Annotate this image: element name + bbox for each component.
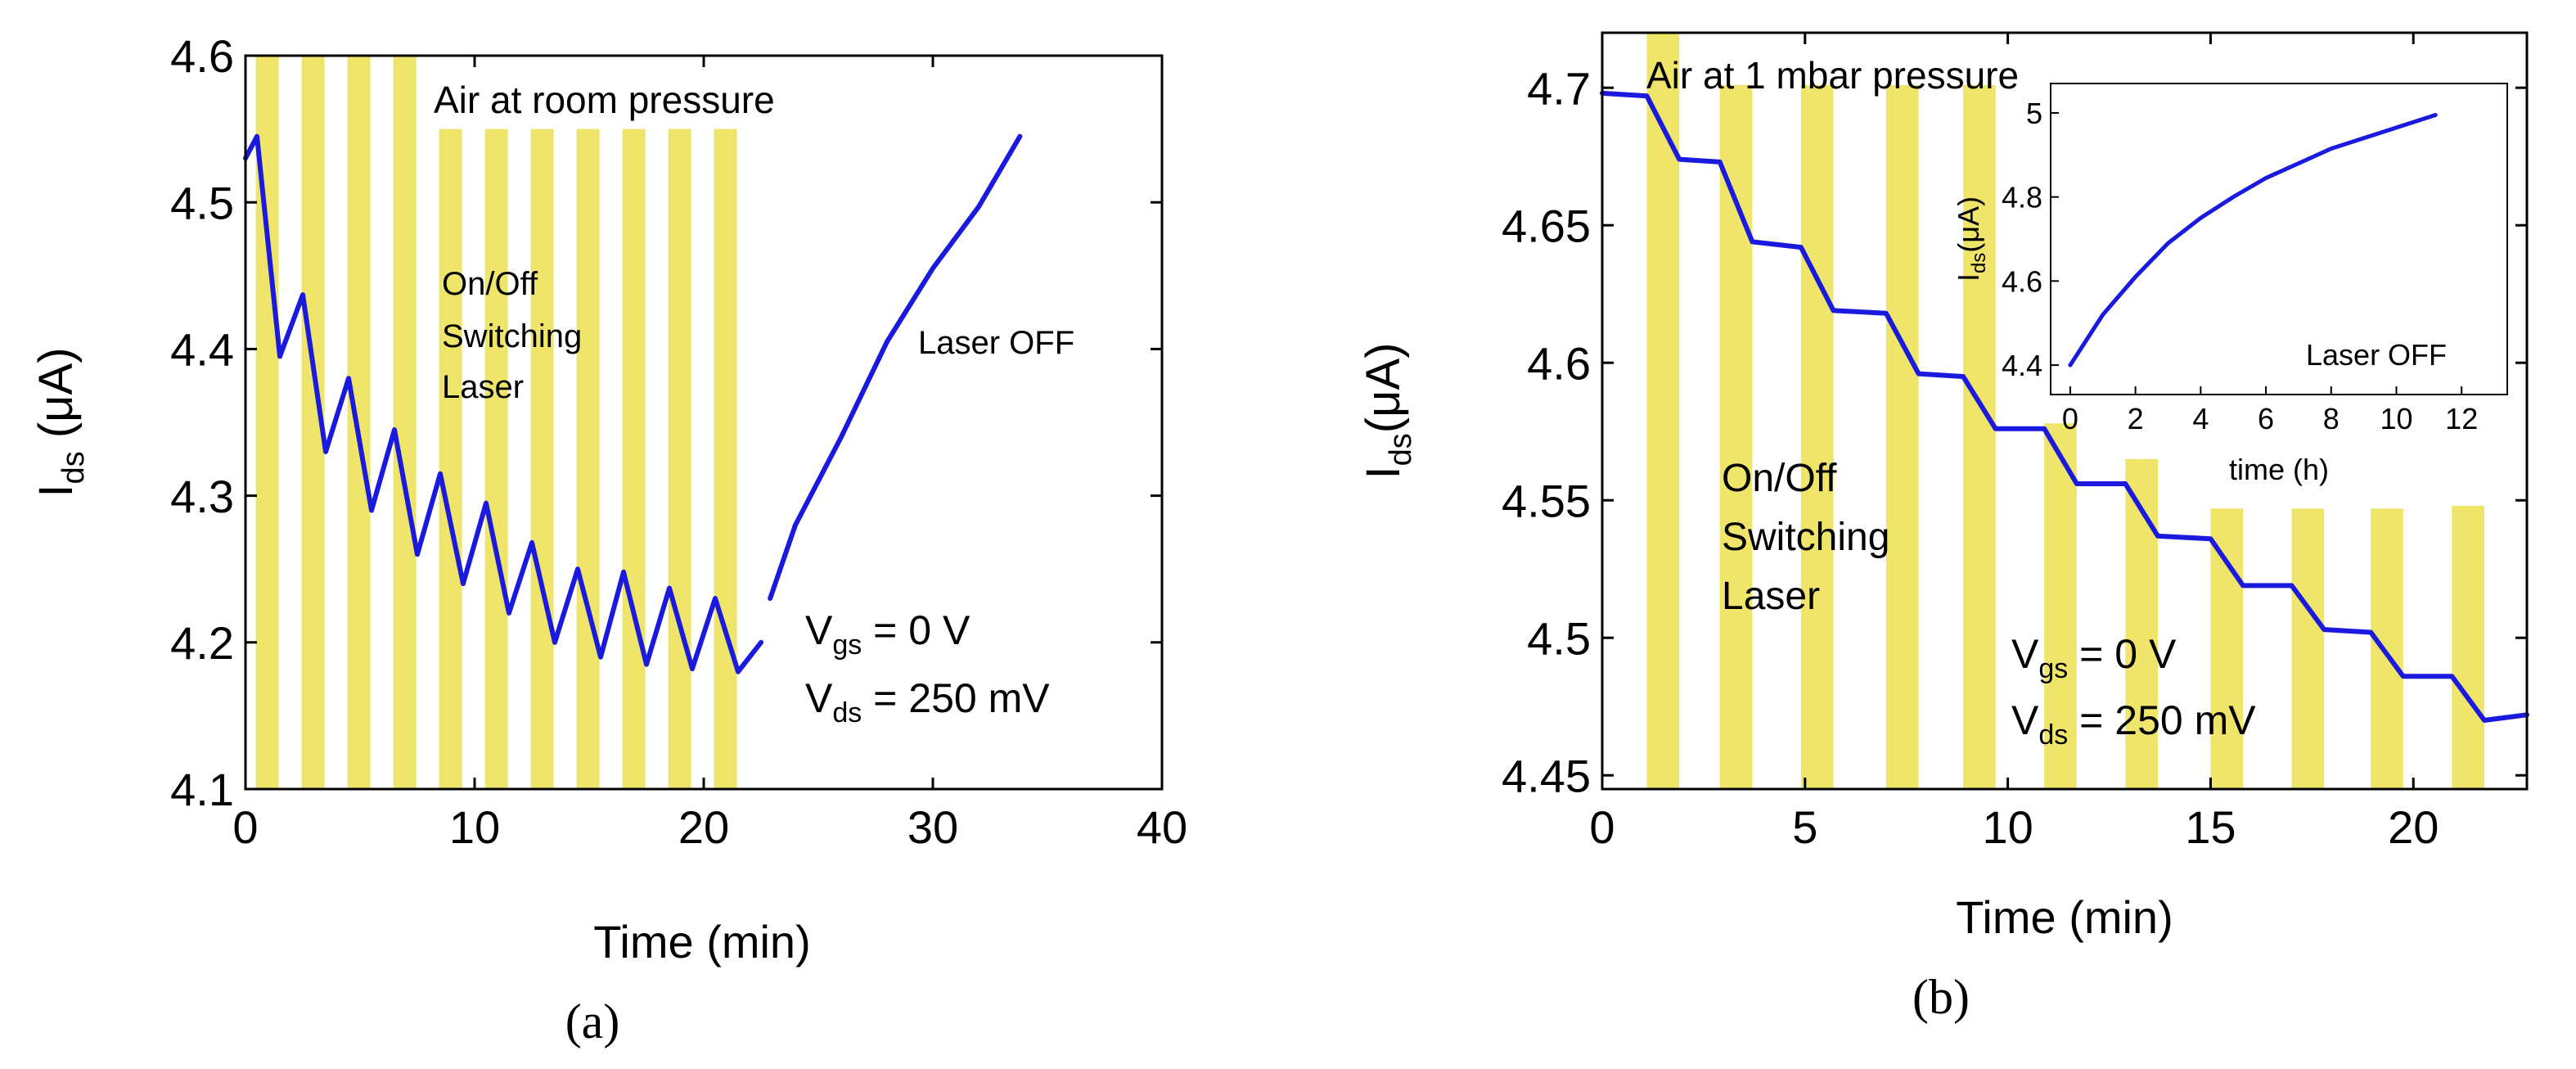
panel-a-switch-label-1: On/Off — [442, 266, 538, 302]
panel-b-switch-label-2: Switching — [1722, 516, 1889, 559]
y-tick-label: 4.5 — [1527, 612, 1591, 664]
y-tick-label: 4.55 — [1502, 475, 1591, 526]
panel-a-title-text: Air at room pressure — [434, 79, 775, 121]
x-tick-label: 30 — [907, 801, 958, 853]
laser-on-band — [2044, 423, 2077, 789]
panel-a-switch-label-3: Laser — [442, 369, 524, 405]
laser-on-band — [393, 56, 417, 789]
inset-curve — [2068, 113, 2438, 368]
panel-b-inset-chart: 0 2 4 6 8 10 12 4.44.64.85 Laser OFF time (h) … — [1952, 83, 2508, 486]
panel-b-plot-frame — [1601, 31, 2529, 791]
panel-a-x-axis-ticks: 0 10 20 30 40 — [232, 56, 1187, 853]
panel-b-switch-label-3: Laser — [1722, 575, 1820, 618]
ids-series-line — [243, 133, 763, 674]
x-tick-label: 40 — [1137, 801, 1187, 853]
inset-x-tick-label: 10 — [2380, 402, 2412, 435]
panel-b-vds-label: Vds = 250 mV — [2011, 697, 2256, 751]
x-tick-label: 10 — [449, 801, 500, 853]
inset-y-tick-label: 4.4 — [2002, 349, 2042, 382]
laser-on-band — [484, 129, 508, 790]
panel-a-y-axis-label: Ids (μA) — [29, 347, 91, 497]
x-tick-label: 10 — [1982, 801, 2033, 853]
laser-on-band — [439, 129, 462, 790]
laser-on-band — [1963, 84, 1996, 790]
laser-on-band — [2452, 505, 2484, 789]
panel-a-y-axis-ticks: 4.1 4.2 4.3 4.4 4.5 4.6 — [170, 30, 1162, 815]
x-tick-label: 20 — [2388, 801, 2439, 853]
laser-on-band — [1800, 84, 1834, 790]
panel-b-laser-bands — [1646, 33, 2484, 790]
ids-series-line — [768, 133, 1023, 601]
panel-a-x-axis-label: Time (min) — [593, 916, 810, 968]
x-tick-label: 15 — [2185, 801, 2236, 853]
inset-x-tick-label: 8 — [2323, 402, 2340, 435]
laser-on-band — [668, 129, 691, 790]
inset-background — [2051, 83, 2507, 395]
x-tick-label: 0 — [232, 801, 258, 853]
panel-b-y-axis-label: Ids(μA) — [1357, 343, 1418, 480]
panel-b-title-text: Air at 1 mbar pressure — [1646, 54, 2019, 97]
inset-y-tick-label: 5 — [2026, 97, 2042, 130]
laser-on-band — [530, 129, 554, 790]
panel-a-caption: (a) — [565, 995, 620, 1049]
y-tick-label: 4.65 — [1502, 200, 1591, 251]
panel-a-switch-label-2: Switching — [442, 318, 582, 354]
laser-on-band — [2210, 508, 2244, 789]
panel-a-laser-bands — [255, 56, 737, 790]
inset-x-tick-label: 12 — [2445, 402, 2478, 435]
laser-on-band — [576, 129, 600, 790]
y-tick-label: 4.1 — [170, 764, 234, 815]
inset-x-tick-label: 2 — [2128, 402, 2144, 435]
inset-x-axis-label: time (h) — [2229, 453, 2329, 486]
panel-b-chart: 0 5 10 15 20 4.454.54.554.64.654.7 Air at 1 … — [1357, 31, 2529, 1024]
laser-on-band — [1719, 84, 1753, 790]
panel-b-switch-label-1: On/Off — [1722, 457, 1837, 500]
panel-a-vgs-label: Vgs = 0 V — [805, 607, 971, 661]
panel-a-curves — [243, 133, 1023, 674]
laser-on-band — [1646, 33, 1680, 789]
inset-y-tick-label: 4.8 — [2002, 181, 2042, 214]
inset-x-tick-label: 6 — [2258, 402, 2274, 435]
inset-ids-line — [2068, 113, 2438, 368]
laser-on-band — [347, 56, 371, 789]
panel-b-x-axis-label: Time (min) — [1956, 891, 2173, 943]
panel-b-y-axis-ticks: 4.454.54.554.64.654.7 — [1502, 62, 2527, 801]
panel-a-chart: 0 10 20 30 40 4.1 4.2 4.3 4.4 4.5 4.6 Air at room… — [29, 30, 1187, 1049]
y-tick-label: 4.3 — [170, 471, 234, 522]
panel-b-x-axis-ticks: 0 5 10 15 20 — [1589, 33, 2439, 853]
x-tick-label: 5 — [1792, 801, 1817, 853]
inset-y-axis-label: Ids(μA) — [1952, 196, 1990, 282]
ids-series-line — [1600, 90, 2529, 723]
laser-on-band — [2291, 508, 2325, 789]
inset-x-tick-label: 0 — [2062, 402, 2078, 435]
y-tick-label: 4.7 — [1527, 62, 1591, 114]
y-tick-label: 4.6 — [170, 30, 234, 82]
inset-y-tick-label: 4.6 — [2002, 264, 2042, 298]
panel-a-vds-label: Vds = 250 mV — [805, 675, 1050, 728]
y-tick-label: 4.2 — [170, 617, 234, 669]
y-tick-label: 4.6 — [1527, 337, 1591, 389]
inset-x-axis-ticks: 0 2 4 6 8 10 12 — [2062, 386, 2478, 435]
laser-on-band — [714, 129, 737, 790]
inset-y-axis-ticks: 4.4 4.6 4.8 5 — [2002, 97, 2059, 382]
inset-laser-off-label: Laser OFF — [2306, 338, 2447, 372]
panel-b-vgs-label: Vgs = 0 V — [2011, 631, 2177, 684]
laser-on-band — [622, 129, 646, 790]
inset-x-tick-label: 4 — [2192, 402, 2209, 435]
panel-a-laser-off-label: Laser OFF — [918, 325, 1074, 361]
x-tick-label: 0 — [1589, 801, 1615, 853]
laser-on-band — [2371, 508, 2403, 789]
laser-on-band — [1885, 84, 1919, 790]
panel-b-caption: (b) — [1912, 970, 1970, 1024]
inset-frame — [2050, 83, 2508, 395]
y-tick-label: 4.45 — [1502, 750, 1591, 801]
x-tick-label: 20 — [678, 801, 729, 853]
panel-b-curves — [1600, 90, 2529, 723]
y-tick-label: 4.4 — [170, 324, 234, 376]
y-tick-label: 4.5 — [170, 177, 234, 228]
